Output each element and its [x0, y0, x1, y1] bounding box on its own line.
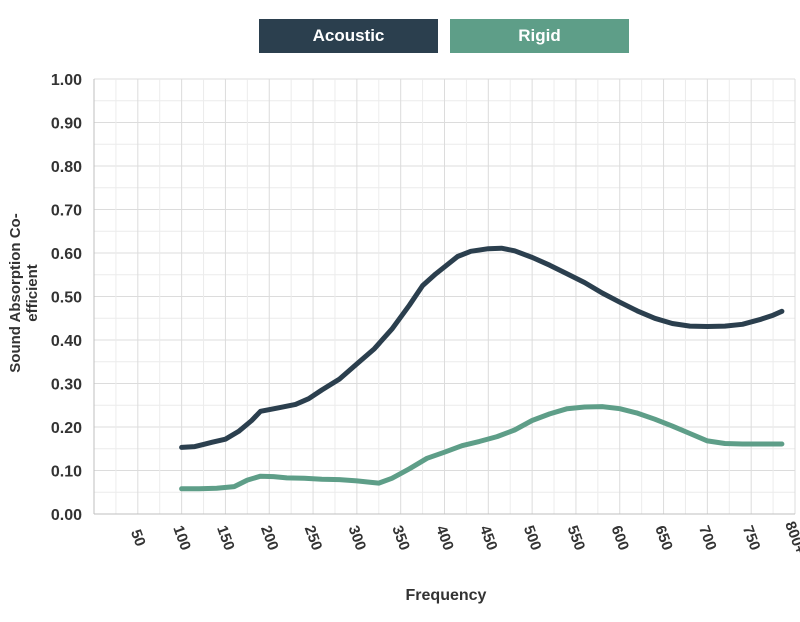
x-tick-label: 350 — [388, 523, 413, 552]
y-tick-label: 0.10 — [51, 464, 82, 481]
x-tick-label: 450 — [476, 523, 501, 552]
y-axis-ticks: 0.00 0.10 0.20 0.30 0.40 0.50 0.60 0.70 0.80 0.90… — [51, 72, 82, 524]
y-tick-label: 0.90 — [51, 116, 82, 133]
x-tick-label: 150 — [213, 523, 238, 552]
y-tick-label: 0.50 — [51, 290, 82, 307]
y-tick-label: 0.20 — [51, 420, 82, 437]
x-tick-label: 200 — [257, 523, 282, 552]
x-tick-label: 500 — [520, 523, 545, 552]
x-tick-label: 650 — [651, 523, 676, 552]
x-tick-label: 600 — [607, 523, 632, 552]
legend: Acoustic Rigid — [0, 19, 800, 53]
y-tick-label: 0.30 — [51, 377, 82, 394]
y-axis-label: Sound Absorption Co-efficient — [7, 213, 41, 373]
x-tick-label: 100 — [169, 523, 194, 552]
y-tick-label: 0.60 — [51, 246, 82, 263]
x-tick-label: 50 — [127, 527, 149, 548]
x-tick-label: 750 — [739, 523, 764, 552]
y-tick-label: 0.70 — [51, 203, 82, 220]
axes — [93, 79, 795, 515]
x-tick-label: 250 — [301, 523, 326, 552]
x-tick-label: 800+ — [781, 519, 800, 557]
y-tick-label: 1.00 — [51, 72, 82, 89]
series-line-rigid — [179, 404, 785, 492]
grid-lines — [94, 78, 796, 515]
series-line-acoustic — [179, 245, 785, 450]
legend-item-acoustic[interactable]: Acoustic — [259, 19, 438, 53]
y-tick-label: 0.40 — [51, 333, 82, 350]
x-tick-label: 300 — [345, 523, 370, 552]
series-lines — [179, 245, 785, 492]
x-tick-label: 400 — [432, 523, 457, 552]
x-axis-ticks: 50 100 150 200 250 300 350 400 450 500 550 600 650 70… — [127, 519, 800, 557]
x-axis-label: Frequency — [405, 587, 487, 604]
y-tick-label: 0.80 — [51, 159, 82, 176]
y-tick-label: 0.00 — [51, 507, 82, 524]
x-tick-label: 700 — [695, 523, 720, 552]
legend-item-rigid[interactable]: Rigid — [450, 19, 629, 53]
x-tick-label: 550 — [564, 523, 589, 552]
